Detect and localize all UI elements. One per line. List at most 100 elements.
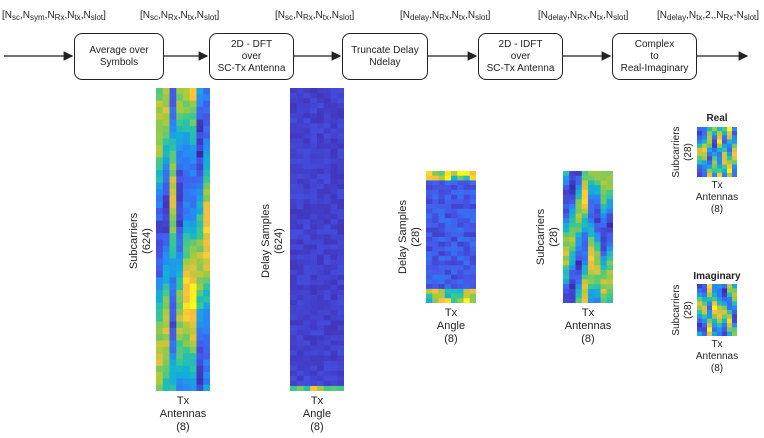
heatmap-cell bbox=[600, 255, 608, 261]
heatmap-cell bbox=[176, 226, 184, 234]
heatmap-cell bbox=[162, 372, 170, 379]
heatmap-cell bbox=[183, 100, 191, 108]
heatmap-cell bbox=[176, 207, 184, 215]
heatmap-cell bbox=[162, 226, 170, 234]
heatmap-cell bbox=[310, 284, 318, 291]
heatmap-cell bbox=[712, 139, 718, 145]
heatmap-cell bbox=[606, 222, 613, 228]
heatmap-cell bbox=[156, 327, 164, 335]
heatmap-cell bbox=[169, 239, 177, 247]
heatmap-cell bbox=[717, 310, 723, 315]
heatmap-cell bbox=[310, 355, 318, 362]
heatmap-cell bbox=[323, 345, 331, 351]
heatmap-cell bbox=[722, 292, 728, 298]
heatmap-cell bbox=[600, 246, 608, 252]
heatmap-cell bbox=[290, 143, 298, 149]
heatmap-cell bbox=[290, 153, 298, 160]
heatmap-cell bbox=[606, 237, 613, 243]
heatmap-cell bbox=[426, 255, 433, 261]
heatmap-cell bbox=[337, 133, 344, 139]
heatmap-cell bbox=[169, 346, 177, 354]
heatmap-cell bbox=[296, 229, 304, 235]
heatmap-cell bbox=[296, 300, 304, 306]
heatmap-cell bbox=[438, 288, 446, 294]
heatmap-cell bbox=[330, 295, 338, 301]
heatmap-cell bbox=[156, 296, 164, 304]
heatmap-cell bbox=[290, 249, 298, 256]
heatmap-cell bbox=[426, 213, 433, 219]
heatmap-cell bbox=[563, 171, 570, 177]
heatmap-cell bbox=[323, 325, 331, 331]
heatmap-cell bbox=[563, 246, 570, 252]
heatmap-cell bbox=[702, 139, 708, 145]
heatmap-cell bbox=[712, 168, 718, 174]
heatmap-cell bbox=[323, 153, 331, 160]
heatmap-cell bbox=[196, 283, 204, 291]
heatmap-cell bbox=[323, 370, 331, 377]
heatmap-cell bbox=[183, 106, 191, 114]
heatmap-cell bbox=[600, 293, 608, 299]
heatmap-cell bbox=[317, 300, 325, 306]
heatmap-cell bbox=[162, 334, 170, 341]
heatmap-cell bbox=[337, 214, 344, 220]
heatmap-cell bbox=[463, 180, 471, 186]
heatmap-cell bbox=[323, 254, 331, 261]
heatmap-cell bbox=[303, 335, 311, 341]
heatmap-cell bbox=[563, 189, 570, 195]
heatmap-cell bbox=[196, 94, 204, 102]
heatmap-cell bbox=[432, 293, 439, 299]
heatmap-cell bbox=[310, 219, 318, 225]
heatmap-cell bbox=[169, 189, 177, 196]
heatmap-cell bbox=[330, 173, 338, 180]
heatmap-cell bbox=[457, 246, 464, 252]
heatmap-cell bbox=[444, 189, 452, 195]
heatmap-cell bbox=[290, 189, 298, 195]
heatmap-cell bbox=[317, 335, 325, 341]
heatmap-cell bbox=[296, 148, 304, 155]
heatmap-cell bbox=[183, 296, 191, 304]
heatmap-cell bbox=[337, 370, 344, 377]
heatmap-cell bbox=[156, 138, 164, 146]
heatmap-cell bbox=[156, 378, 164, 386]
heatmap-cell bbox=[317, 153, 325, 160]
heatmap-cell bbox=[588, 222, 595, 228]
heatmap-cell bbox=[697, 172, 703, 177]
heatmap-cell bbox=[162, 252, 170, 259]
heatmap-cell bbox=[469, 284, 476, 290]
heatmap-cell bbox=[732, 284, 737, 289]
heatmap-cell bbox=[563, 284, 570, 290]
heatmap-cell bbox=[469, 199, 476, 205]
heatmap-cell bbox=[451, 189, 458, 195]
heatmap-cell bbox=[588, 218, 595, 224]
heatmap-cell bbox=[451, 251, 458, 257]
heatmap-cell bbox=[594, 270, 601, 276]
heatmap-cell bbox=[444, 222, 452, 228]
heatmap-cell bbox=[296, 279, 304, 286]
heatmap-cell bbox=[438, 251, 446, 257]
heatmap-cell bbox=[310, 264, 318, 271]
heatmap-cell bbox=[426, 246, 433, 252]
heatmap-cell bbox=[196, 271, 204, 278]
heatmap-cell bbox=[169, 170, 177, 177]
heatmap-cell bbox=[323, 183, 331, 190]
heatmap-cell bbox=[588, 274, 595, 280]
heatmap-cell bbox=[323, 315, 331, 321]
heatmap-cell bbox=[581, 171, 589, 177]
heatmap-cell bbox=[183, 283, 191, 291]
heatmap-cell bbox=[712, 318, 718, 324]
heatmap-cell bbox=[337, 219, 344, 225]
heatmap-cell bbox=[457, 265, 464, 271]
heatmap-cell bbox=[176, 271, 184, 278]
heatmap-cell bbox=[162, 359, 170, 367]
heatmap-cell bbox=[444, 218, 452, 224]
heatmap-cell bbox=[176, 100, 184, 108]
heatmap-cell bbox=[457, 189, 464, 195]
heatmap-cell bbox=[196, 315, 204, 322]
heatmap-cell bbox=[303, 98, 311, 104]
heatmap-cell bbox=[463, 265, 471, 271]
heatmap-cell bbox=[426, 260, 433, 266]
heatmap-cell bbox=[290, 340, 298, 346]
heatmap-cell bbox=[594, 255, 601, 261]
step-label: 2D - DFT over SC-Tx Antenna bbox=[217, 38, 286, 74]
heatmap-cell bbox=[323, 158, 331, 165]
